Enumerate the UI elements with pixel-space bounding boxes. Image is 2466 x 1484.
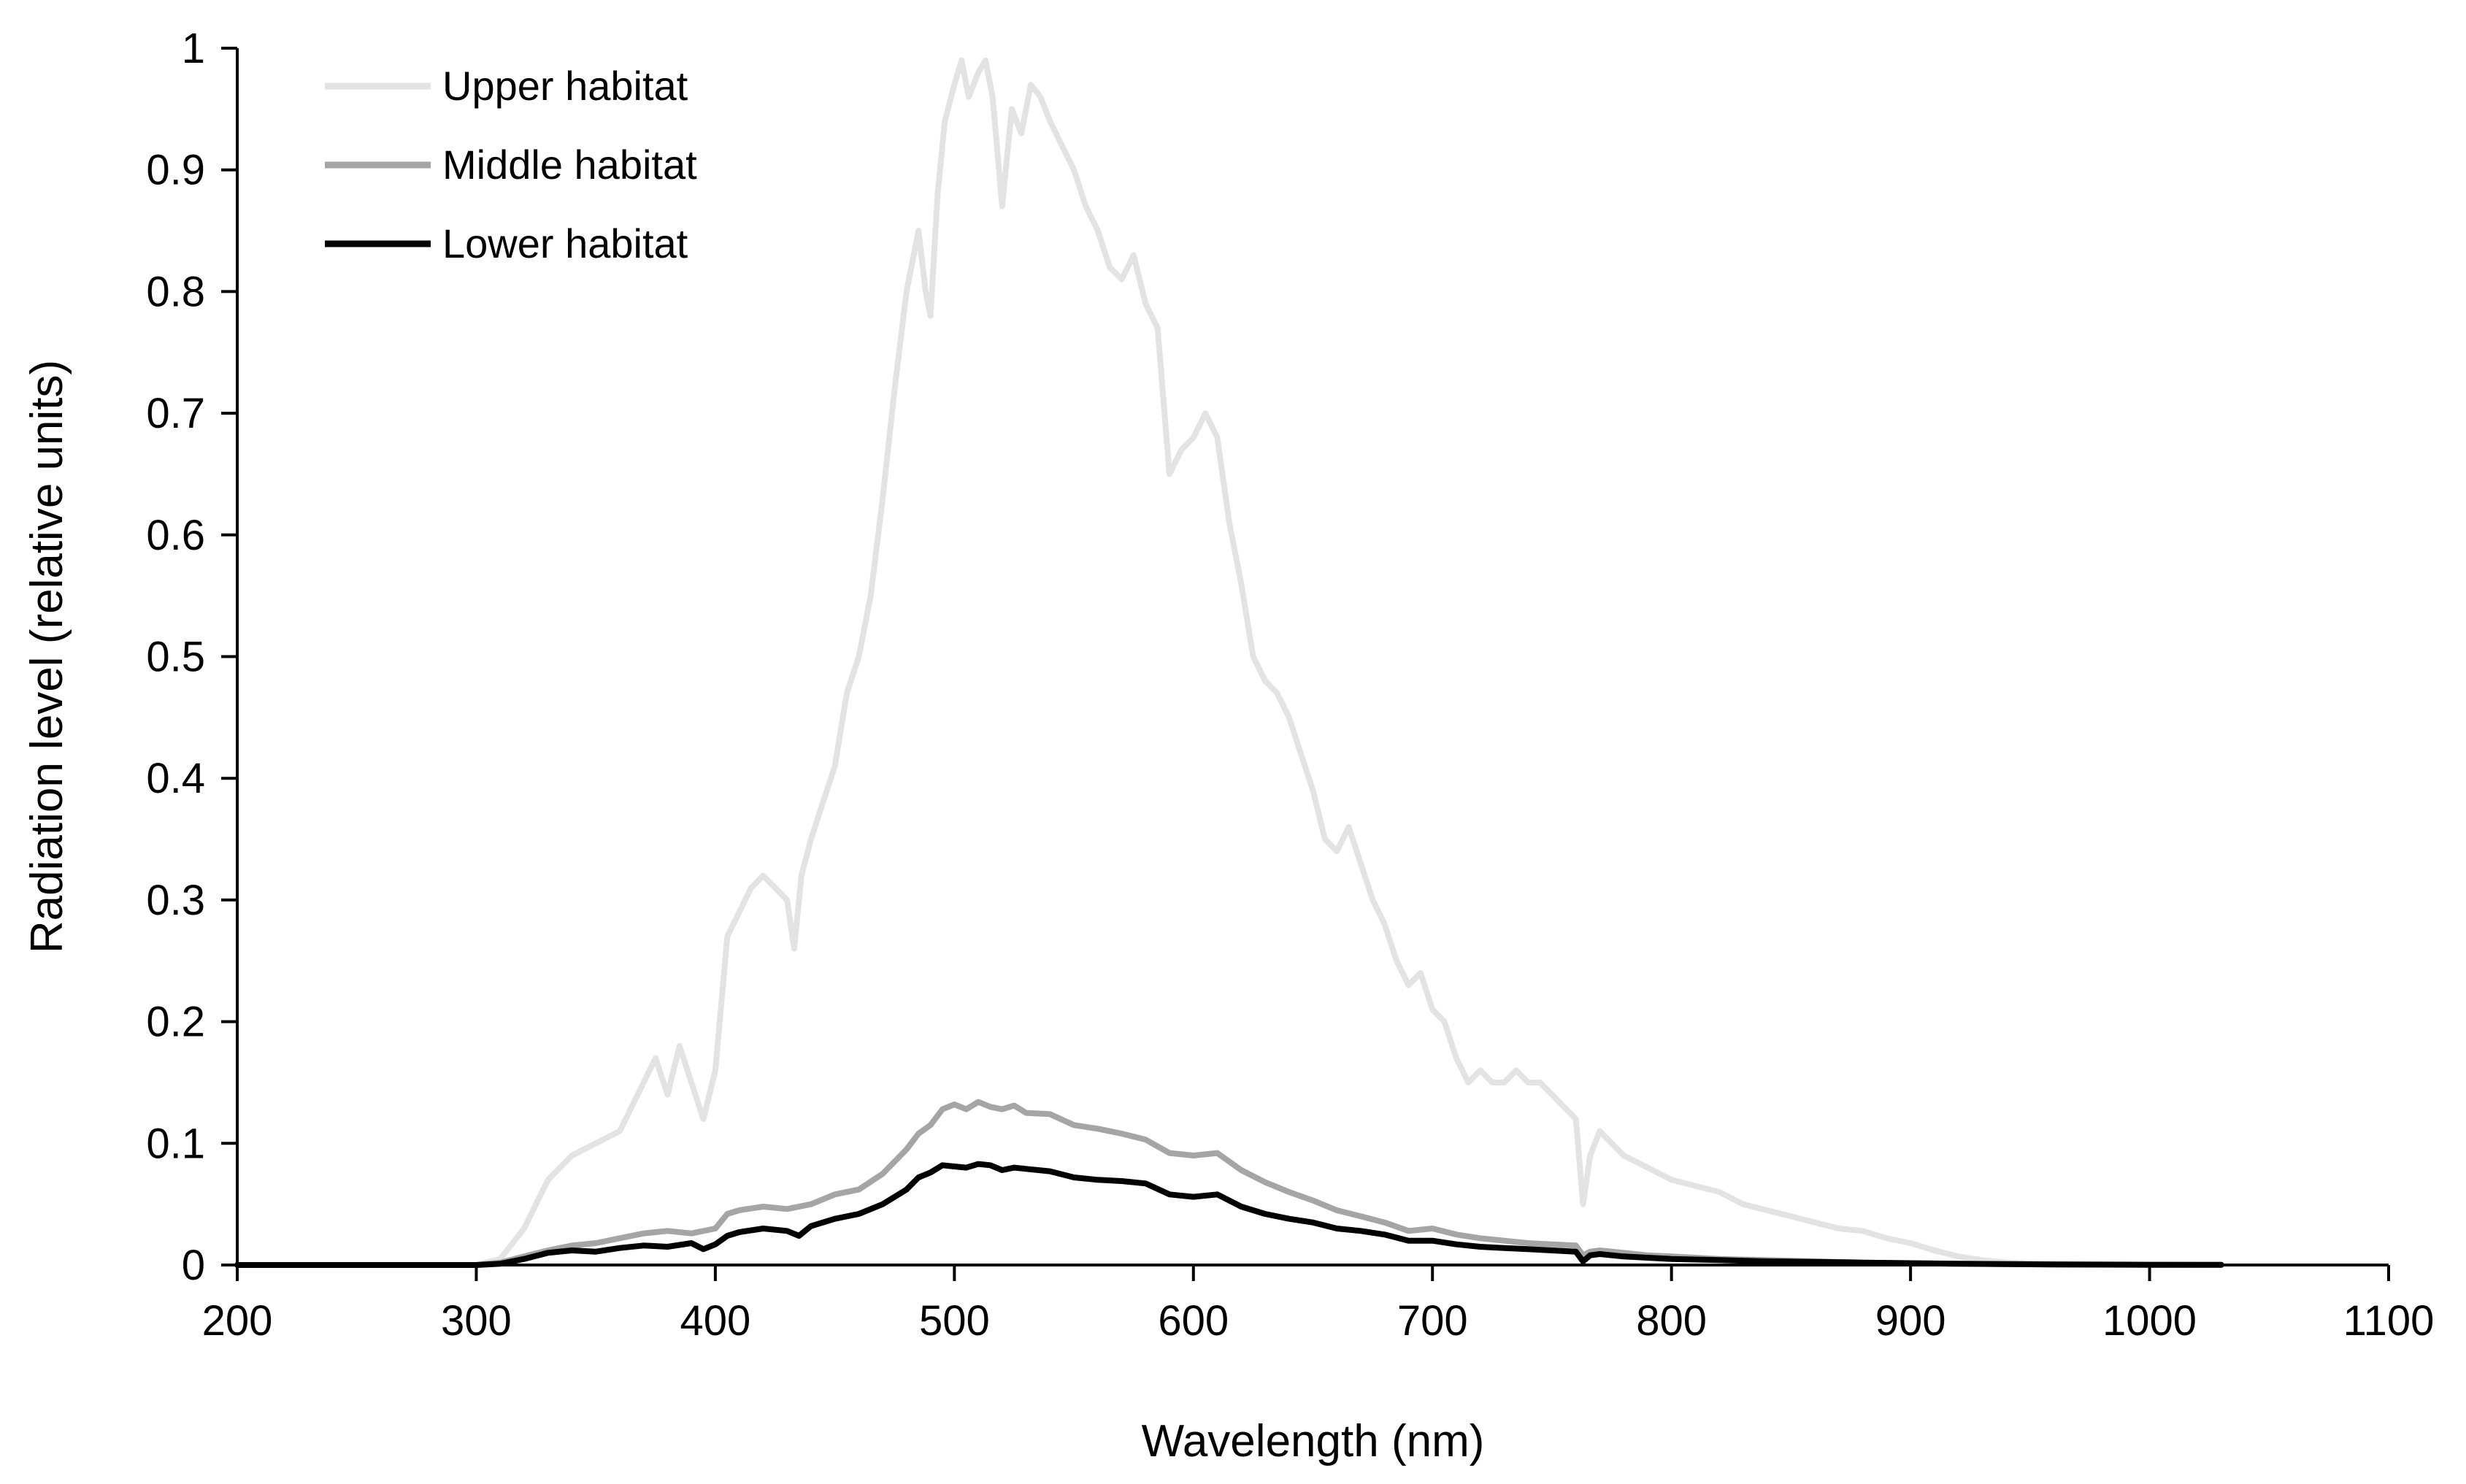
x-tick-label: 800 bbox=[1636, 1297, 1707, 1345]
y-tick-label: 0.2 bbox=[146, 999, 205, 1046]
y-tick-label: 0 bbox=[182, 1242, 205, 1289]
y-tick-label: 0.3 bbox=[146, 877, 205, 924]
x-axis-title: Wavelength (nm) bbox=[1142, 1416, 1485, 1466]
x-tick-label: 300 bbox=[441, 1297, 512, 1345]
x-tick-label: 600 bbox=[1158, 1297, 1229, 1345]
x-tick-label: 1000 bbox=[2102, 1297, 2197, 1345]
x-tick-label: 400 bbox=[680, 1297, 750, 1345]
legend-label-2: Middle habitat bbox=[442, 142, 697, 188]
y-tick-label: 0.6 bbox=[146, 512, 205, 559]
y-tick-label: 1 bbox=[182, 25, 205, 72]
y-tick-label: 0.9 bbox=[146, 147, 205, 194]
y-tick-label: 0.4 bbox=[146, 755, 205, 802]
y-tick-label: 0.1 bbox=[146, 1120, 205, 1167]
series-line-2 bbox=[237, 1102, 2221, 1265]
y-tick-label: 0.8 bbox=[146, 268, 205, 315]
x-tick-label: 500 bbox=[919, 1297, 990, 1345]
x-tick-label: 1100 bbox=[2343, 1297, 2435, 1345]
x-tick-label: 700 bbox=[1397, 1297, 1468, 1345]
legend: Upper habitat Middle habitat Lower habitat bbox=[325, 63, 697, 266]
y-axis-title: Radiation level (relative units) bbox=[22, 360, 72, 953]
x-tick-label: 900 bbox=[1875, 1297, 1946, 1345]
x-tick-label: 200 bbox=[202, 1297, 273, 1345]
y-tick-label: 0.7 bbox=[146, 390, 205, 437]
legend-label-1: Upper habitat bbox=[442, 63, 688, 109]
legend-label-3: Lower habitat bbox=[442, 220, 688, 266]
y-tick-label: 0.5 bbox=[146, 634, 205, 681]
